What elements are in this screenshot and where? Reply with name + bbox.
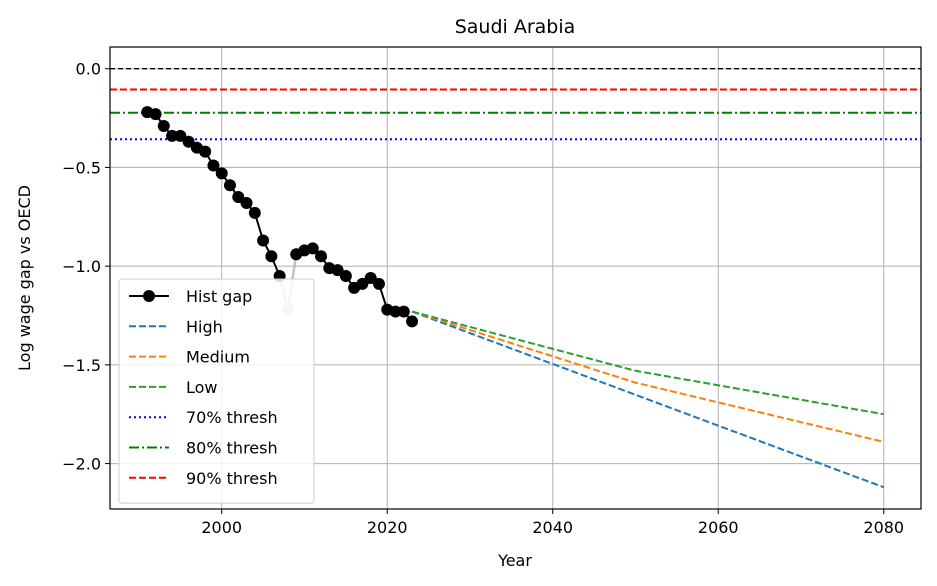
data-point [215,167,228,180]
data-point [372,277,385,290]
data-point [232,191,245,204]
data-point [339,270,352,283]
data-point [406,315,419,328]
x-tick-label: 2000 [201,518,242,537]
y-tick-label: −1.0 [62,257,101,276]
series-line-low [411,310,884,416]
legend-label-70-thresh: 70% thresh [186,408,278,427]
data-point [174,129,187,142]
chart-title: Saudi Arabia [455,16,576,38]
data-point [207,159,220,172]
data-point [364,272,377,284]
plot-frame [109,46,922,510]
data-point [389,305,402,318]
x-tick-label: 2020 [367,518,408,537]
data-point [315,250,328,263]
data-point [265,250,278,263]
data-point [182,135,195,148]
x-axis-label: Year [497,551,532,570]
x-tick-label: 2040 [532,518,573,537]
plot-markers [141,106,419,328]
data-point [356,277,369,290]
data-point [248,206,261,219]
legend-label-hist-gap: Hist gap [186,287,252,306]
y-tick-label: −2.0 [62,455,101,474]
legend-marker [143,290,155,302]
data-point [240,196,253,209]
data-point [223,179,236,192]
y-axis-label: Log wage gap vs OECD [15,185,34,371]
x-tick-label: 2080 [863,518,904,537]
data-point [397,305,410,318]
y-tick-label: −0.5 [62,158,101,177]
legend-label-high: High [186,317,223,336]
data-point [306,242,319,255]
data-point [199,145,212,158]
x-tick-label: 2060 [698,518,739,537]
legend-label-low: Low [186,378,218,397]
legend: Hist gap High Medium Low 70% thresh 80% thres… [118,278,315,504]
series-line-medium [411,310,884,443]
series-line-high [411,310,885,489]
data-point [166,129,179,142]
data-point [157,119,170,132]
y-tick-label: 0.0 [76,60,101,79]
legend-label-90-thresh: 90% thresh [186,469,278,488]
data-point [257,234,270,247]
data-point [331,264,344,277]
legend-label-80-thresh: 80% thresh [186,439,278,458]
data-point [149,108,162,121]
axis-ticks: 2000 2020 2040 2060 2080 0.0 −0.5 −1.0 −1.5 −2.0 [62,60,904,537]
y-tick-label: −1.5 [62,356,101,375]
legend-label-medium: Medium [186,348,250,367]
